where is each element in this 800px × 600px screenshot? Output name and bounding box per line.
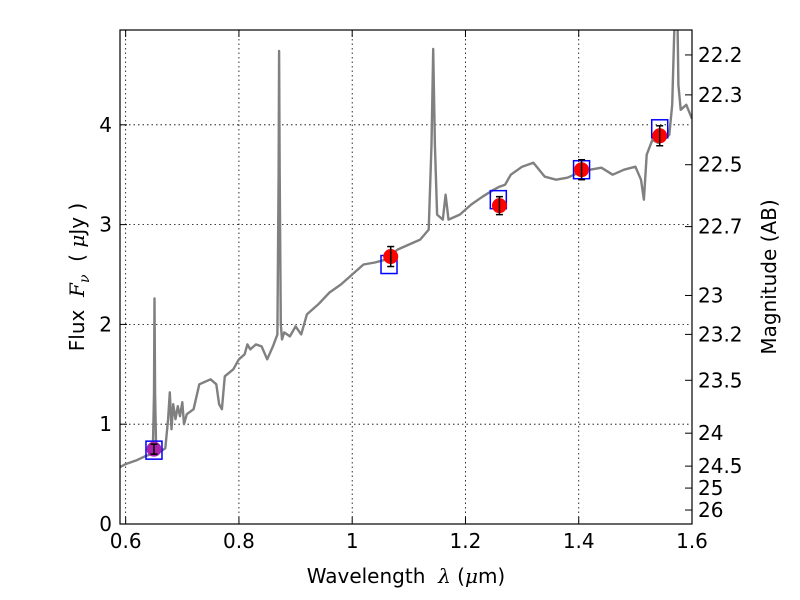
- plot-frame: [119, 29, 693, 525]
- y-tick-label: 4: [99, 113, 112, 137]
- y2-tick-label: 22.5: [698, 153, 743, 177]
- y2-tick-label: 22.7: [698, 215, 743, 239]
- x-tick-label: 0.8: [223, 529, 255, 553]
- x-tick-label: 1.6: [676, 529, 708, 553]
- series-layer: [120, 30, 692, 469]
- x-tick-label: 1.2: [450, 529, 482, 553]
- y2-tick-label: 24.5: [698, 454, 743, 478]
- y-tick-label: 2: [99, 312, 112, 336]
- model-flux-square: [145, 440, 163, 460]
- y2-tick-label: 23.5: [698, 368, 743, 392]
- y2-tick-label: 22.2: [698, 43, 743, 67]
- y2-tick-label: 26: [698, 498, 723, 522]
- x-tick-label: 1.4: [563, 529, 595, 553]
- y2-tick-label: 22.3: [698, 83, 743, 107]
- x-tick-label: 0.6: [110, 529, 142, 553]
- y2-axis-title: Magnitude (AB): [757, 199, 781, 354]
- spectrum-line: [120, 30, 692, 469]
- y-tick-label: 1: [99, 412, 112, 436]
- tick-layer: 0.6 0.8 1 1.2 1.4 1.60123422.222.322.522.7232…: [99, 30, 743, 553]
- grid-layer: [120, 30, 693, 524]
- y-tick-label: 3: [99, 213, 112, 237]
- y2-tick-label: 25: [698, 476, 723, 500]
- y2-tick-label: 23.2: [698, 322, 743, 346]
- y-tick-label: 0: [99, 512, 112, 536]
- x-axis-title: Wavelength λ (μm): [307, 564, 506, 588]
- y2-tick-label: 24: [698, 421, 723, 445]
- y2-tick-label: 23: [698, 283, 723, 307]
- y-axis-title: Flux Fν ( μJy ): [65, 203, 93, 351]
- x-tick-label: 1: [346, 529, 359, 553]
